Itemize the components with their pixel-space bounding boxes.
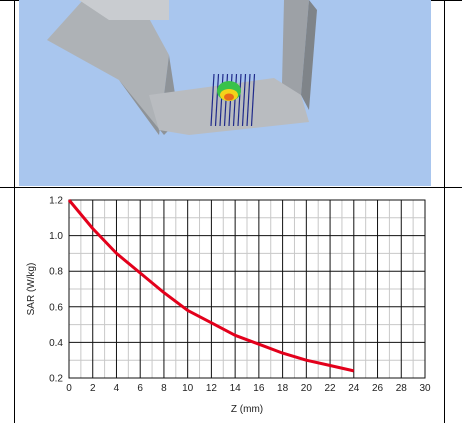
sar-scan-render	[19, 0, 431, 186]
phantom-right-arm-shade	[301, 0, 317, 110]
x-tick-label: 30	[419, 383, 431, 394]
x-tick-label: 12	[206, 383, 218, 394]
hotspot-core	[224, 93, 234, 101]
scan-grid-line	[214, 73, 220, 127]
x-tick-label: 20	[301, 383, 313, 394]
x-tick-label: 22	[325, 383, 337, 394]
phantom-floor	[149, 78, 309, 135]
scan-grid-line	[241, 73, 247, 127]
x-tick-label: 0	[66, 383, 72, 394]
x-tick-label: 28	[396, 383, 408, 394]
scan-grid-line	[210, 73, 215, 127]
sar-z-chart: 0 2 4 6 8 10 12 14 16 18 20 22 24 26 28 30 0.2 0.4 0.6 0.8 1…	[19, 190, 440, 416]
scan-grid-line	[232, 73, 238, 127]
y-axis-label: SAR (W/kg)	[26, 263, 37, 316]
y-tick-label: 1.0	[49, 231, 63, 242]
frame-left-border	[14, 0, 15, 423]
y-tick-label: 1.2	[49, 196, 63, 207]
chart-svg: 0 2 4 6 8 10 12 14 16 18 20 22 24 26 28 300.20.40.60.81…	[26, 196, 431, 416]
scan-grid-line	[246, 73, 251, 127]
y-tick-label: 0.6	[49, 302, 63, 313]
phantom-left-arm	[47, 0, 169, 135]
axes	[68, 199, 426, 379]
phantom-render-svg	[19, 0, 431, 186]
frame-middle-border	[0, 187, 462, 188]
x-axis-label: Z (mm)	[231, 404, 263, 415]
x-tick-label: 6	[137, 383, 143, 394]
scan-grid-line	[250, 73, 256, 127]
x-tick-label: 2	[90, 383, 96, 394]
x-tick-label: 8	[161, 383, 167, 394]
x-tick-label: 10	[182, 383, 194, 394]
tick-labels: 0 2 4 6 8 10 12 14 16 18 20 22 24 26 28 300.20.40.60.81…	[49, 196, 431, 395]
x-tick-label: 24	[348, 383, 360, 394]
scan-grid-line	[237, 73, 242, 127]
frame-right-border	[444, 0, 445, 423]
y-tick-label: 0.2	[49, 374, 63, 385]
series	[67, 199, 355, 373]
x-tick-label: 26	[372, 383, 384, 394]
y-tick-label: 0.8	[49, 267, 63, 278]
y-tick-label: 0.4	[49, 338, 63, 349]
series-line	[67, 199, 355, 373]
plot-border	[68, 199, 426, 379]
phantom-left-top	[79, 0, 169, 20]
x-tick-label: 16	[253, 383, 265, 394]
x-tick-label: 14	[230, 383, 242, 394]
x-tick-label: 4	[114, 383, 120, 394]
x-tick-label: 18	[277, 383, 289, 394]
